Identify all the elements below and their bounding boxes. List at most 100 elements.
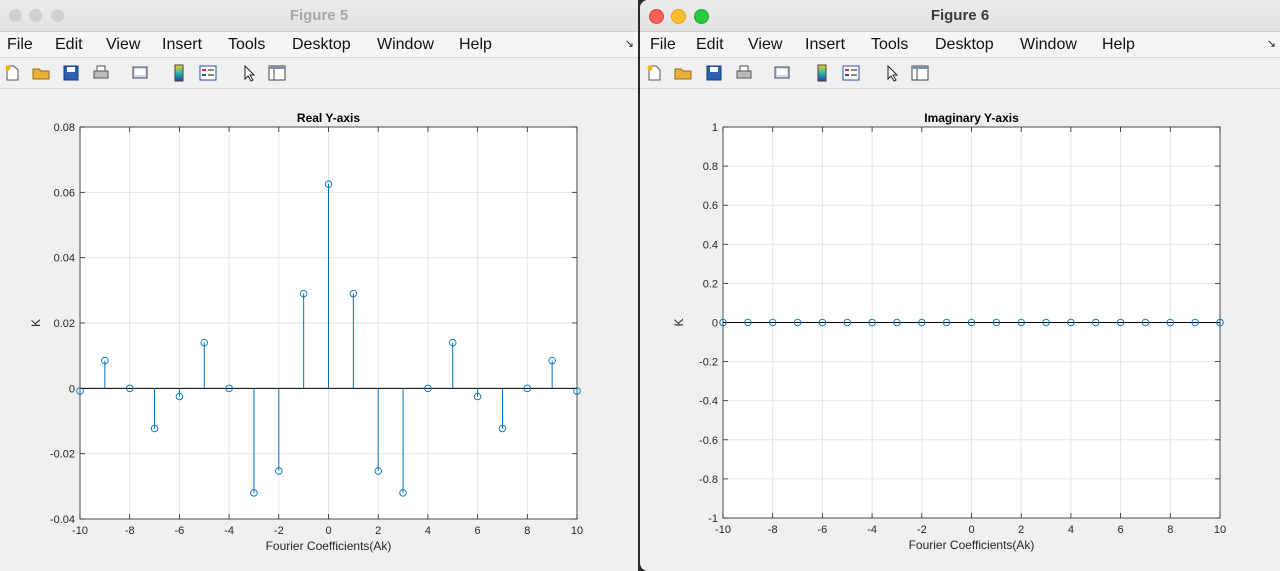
menu-help[interactable]: Help: [459, 36, 492, 53]
colorbar-icon[interactable]: [170, 64, 188, 82]
x-tick-label: -10: [72, 525, 88, 537]
stem-marker[interactable]: [275, 467, 283, 475]
stem-marker[interactable]: [768, 318, 777, 327]
dock-arrow-icon[interactable]: ↘: [624, 38, 634, 50]
x-tick-label: 4: [425, 525, 431, 537]
stem-marker[interactable]: [1141, 318, 1150, 327]
stem-marker[interactable]: [1067, 318, 1075, 327]
title-bar: Figure 6: [640, 0, 1280, 32]
minimize-icon[interactable]: [29, 9, 42, 22]
stem-marker[interactable]: [349, 289, 358, 298]
stem-marker[interactable]: [76, 387, 84, 395]
stem-marker[interactable]: [719, 318, 727, 327]
y-axis-label: K: [672, 318, 686, 326]
stem-marker[interactable]: [818, 318, 827, 327]
menu-desktop[interactable]: Desktop: [292, 36, 351, 53]
stem-marker[interactable]: [918, 318, 926, 327]
y-axis-label: K: [29, 319, 43, 327]
stem-marker[interactable]: [125, 384, 134, 393]
stem-marker[interactable]: [101, 356, 109, 365]
x-tick-label: -10: [715, 524, 731, 536]
pointer-icon[interactable]: [883, 64, 901, 82]
stem-marker[interactable]: [225, 384, 233, 393]
stem-marker[interactable]: [1042, 318, 1050, 327]
stem-marker[interactable]: [150, 424, 159, 433]
property-editor-icon[interactable]: [911, 64, 929, 82]
imaginary-axis-plot[interactable]: -10 -8 -6 -4 -2 0 2 4 6 8 10 -1 -0.8 -0.6 -0.4 -0.2 0 0.2…: [640, 89, 1280, 571]
stem-marker[interactable]: [175, 392, 184, 401]
stem-marker[interactable]: [1216, 318, 1224, 327]
stem-marker[interactable]: [868, 318, 876, 327]
save-icon[interactable]: [705, 64, 723, 82]
y-tick-label: -0.2: [699, 357, 718, 369]
menu-file[interactable]: File: [650, 36, 676, 53]
close-icon[interactable]: [649, 9, 664, 24]
menu-window[interactable]: Window: [1020, 36, 1077, 53]
print-icon[interactable]: [92, 64, 110, 82]
pointer-icon[interactable]: [240, 64, 258, 82]
menu-insert[interactable]: Insert: [805, 36, 846, 53]
new-figure-icon[interactable]: [3, 64, 21, 82]
stem-marker[interactable]: [793, 318, 802, 327]
menu-tools[interactable]: Tools: [871, 36, 909, 53]
y-tick-label: -1: [708, 513, 718, 525]
stem-marker[interactable]: [1092, 318, 1100, 327]
stem-marker[interactable]: [424, 384, 432, 393]
stem-marker[interactable]: [942, 318, 951, 327]
print-preview-icon[interactable]: [131, 64, 149, 82]
stem-marker[interactable]: [299, 289, 308, 298]
close-icon[interactable]: [9, 9, 22, 22]
stem-marker[interactable]: [843, 318, 851, 327]
stem-marker[interactable]: [967, 318, 976, 327]
menu-desktop[interactable]: Desktop: [935, 36, 994, 53]
y-tick-label: -0.8: [699, 474, 718, 486]
menu-window[interactable]: Window: [377, 36, 434, 53]
colorbar-icon[interactable]: [813, 64, 831, 82]
stem-marker[interactable]: [1191, 318, 1199, 327]
stem-marker[interactable]: [449, 338, 457, 347]
stem-marker[interactable]: [200, 338, 208, 347]
menu-view[interactable]: View: [748, 36, 783, 53]
toolbar: [640, 58, 1280, 89]
legend-icon[interactable]: [199, 64, 217, 82]
menu-view[interactable]: View: [106, 36, 141, 53]
menu-file[interactable]: File: [7, 36, 33, 53]
stem-marker[interactable]: [744, 318, 752, 327]
stem-marker[interactable]: [250, 489, 258, 497]
save-icon[interactable]: [62, 64, 80, 82]
menu-insert[interactable]: Insert: [162, 36, 203, 53]
property-editor-icon[interactable]: [268, 64, 286, 82]
stem-marker[interactable]: [573, 387, 581, 395]
dock-arrow-icon[interactable]: ↘: [1266, 38, 1276, 50]
stem-marker[interactable]: [1017, 318, 1025, 327]
stem-marker[interactable]: [1166, 318, 1175, 327]
open-icon[interactable]: [674, 64, 692, 82]
stem-marker[interactable]: [374, 467, 382, 475]
x-tick-label: 8: [524, 525, 530, 537]
stem-marker[interactable]: [523, 384, 532, 393]
stem-marker[interactable]: [399, 489, 407, 497]
real-axis-plot[interactable]: -10 -8 -6 -4 -2 0 2 4 6 8 10 -0.04 -0.02 0 0.02 0.04 0.0…: [0, 89, 638, 571]
print-preview-icon[interactable]: [773, 64, 791, 82]
minimize-icon[interactable]: [671, 9, 686, 24]
stem-marker[interactable]: [1116, 318, 1125, 327]
x-tick-label: -2: [917, 524, 927, 536]
stem-marker[interactable]: [548, 356, 556, 365]
stem-marker[interactable]: [893, 318, 901, 327]
y-tick-label: 0.4: [703, 239, 718, 251]
stem-marker[interactable]: [992, 318, 1001, 327]
menu-edit[interactable]: Edit: [696, 36, 724, 53]
zoom-icon[interactable]: [51, 9, 64, 22]
zoom-icon[interactable]: [694, 9, 709, 24]
y-tick-label: 0.06: [54, 187, 75, 199]
open-icon[interactable]: [32, 64, 50, 82]
stem-marker[interactable]: [498, 424, 507, 433]
menu-tools[interactable]: Tools: [228, 36, 266, 53]
new-figure-icon[interactable]: [645, 64, 663, 82]
menu-edit[interactable]: Edit: [55, 36, 83, 53]
stem-marker[interactable]: [324, 180, 333, 188]
stem-marker[interactable]: [473, 392, 482, 401]
print-icon[interactable]: [735, 64, 753, 82]
menu-help[interactable]: Help: [1102, 36, 1135, 53]
legend-icon[interactable]: [842, 64, 860, 82]
